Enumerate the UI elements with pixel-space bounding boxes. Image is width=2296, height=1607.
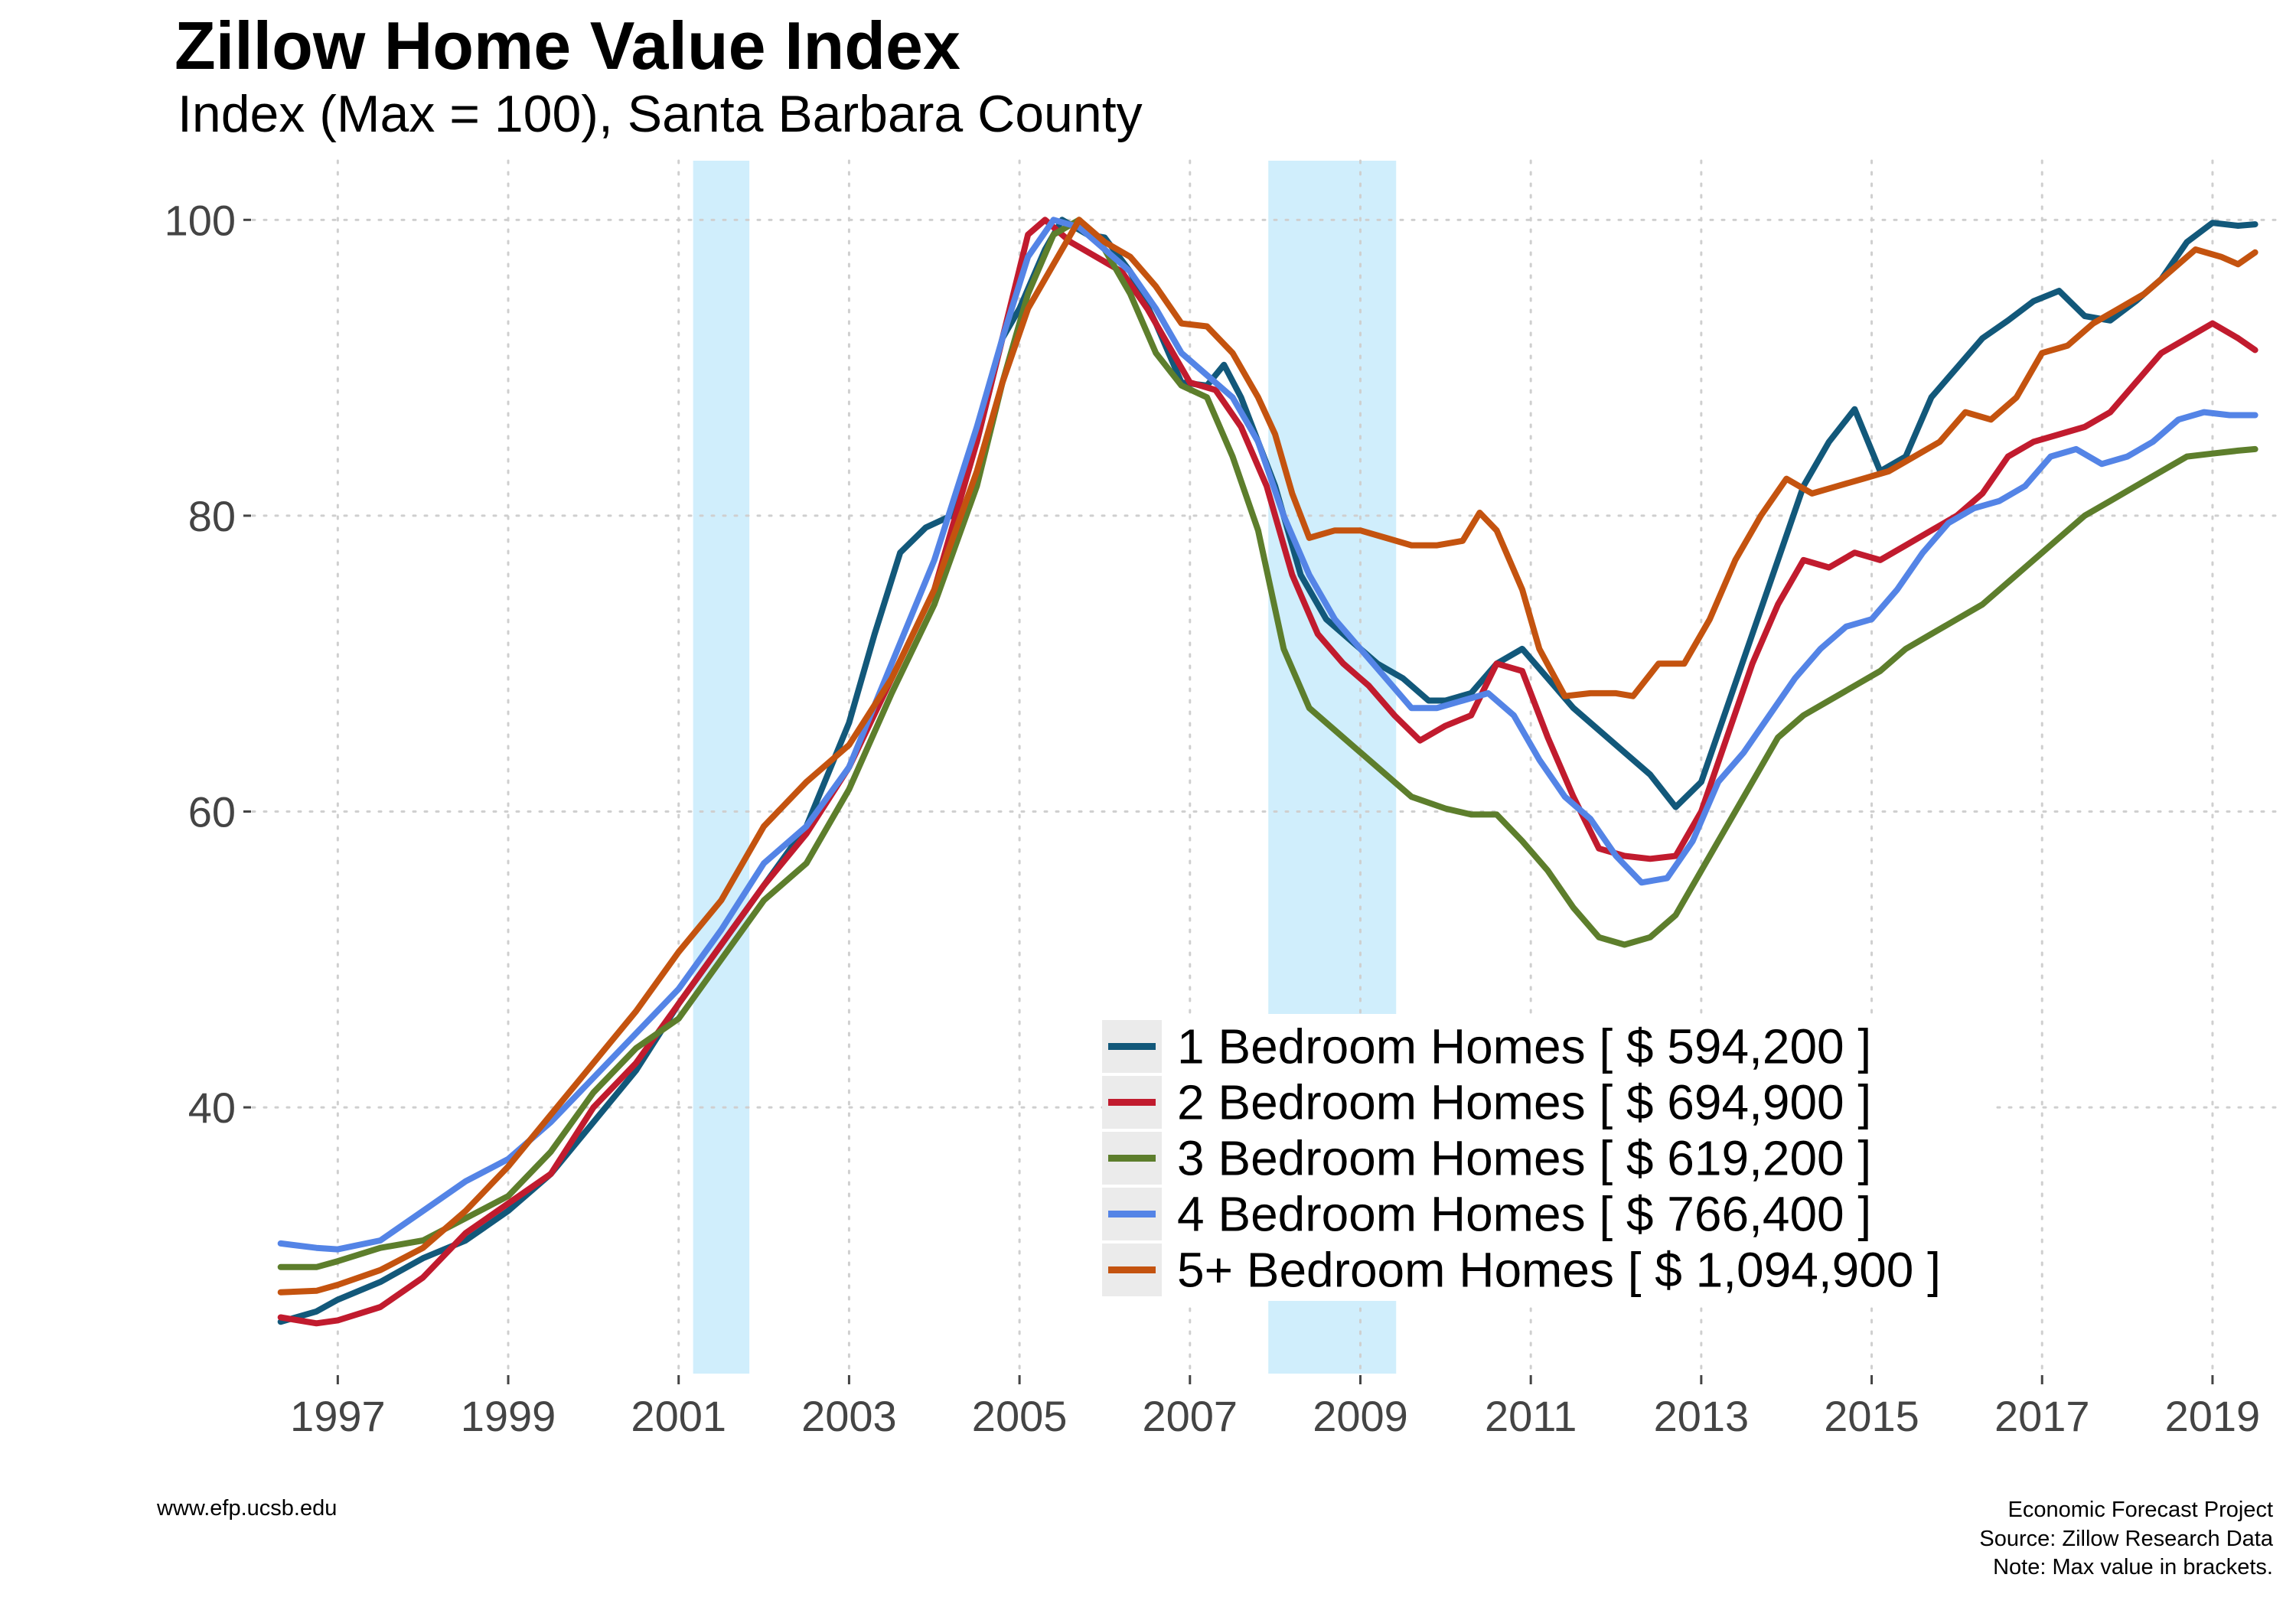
y-tick-label-80: 80 [188, 492, 236, 540]
recession-band-1 [693, 161, 750, 1374]
y-tick-label-100: 100 [165, 196, 236, 244]
chart-title: Zillow Home Value Index [174, 8, 960, 83]
series-line-5 [277, 217, 2258, 1296]
legend-background [1102, 1014, 1990, 1301]
series-line-2 [277, 217, 2258, 1327]
legend-label-3: 3 Bedroom Homes [ $ 619,200 ] [1177, 1131, 1871, 1186]
x-tick-label-2013: 2013 [1654, 1392, 1750, 1440]
y-axis: 40 60 80 100 [165, 196, 251, 1132]
x-tick-label-2017: 2017 [1994, 1392, 2090, 1440]
footer-line-2: Source: Zillow Research Data [1979, 1526, 2273, 1551]
footer-notes: Economic Forecast Project Source: Zillow… [1979, 1496, 2273, 1583]
series-lines [277, 217, 2258, 1327]
x-tick-label-2011: 2011 [1485, 1392, 1577, 1440]
x-axis: 1997 1999 2001 2003 2005 2007 2009 2011 2013 2015… [290, 1375, 2260, 1440]
x-tick-label-2019: 2019 [2165, 1392, 2261, 1440]
y-tick-label-40: 40 [188, 1084, 236, 1132]
legend-label-4: 4 Bedroom Homes [ $ 766,400 ] [1177, 1187, 1871, 1242]
x-tick-label-2001: 2001 [631, 1392, 726, 1440]
y-tick-label-60: 60 [188, 787, 236, 836]
x-tick-label-1997: 1997 [290, 1392, 386, 1440]
x-tick-label-1999: 1999 [461, 1392, 556, 1440]
x-tick-label-2005: 2005 [972, 1392, 1068, 1440]
legend-label-5: 5+ Bedroom Homes [ $ 1,094,900 ] [1177, 1243, 1941, 1298]
legend: 1 Bedroom Homes [ $ 594,200 ]2 Bedroom H… [1102, 1014, 1990, 1301]
footer-url: www.efp.ucsb.edu [157, 1496, 338, 1521]
chart-subtitle: Index (Max = 100), Santa Barbara County [178, 85, 1143, 143]
x-tick-label-2007: 2007 [1143, 1392, 1238, 1440]
x-tick-label-2009: 2009 [1313, 1392, 1408, 1440]
x-tick-label-2015: 2015 [1824, 1392, 1919, 1440]
x-tick-label-2003: 2003 [801, 1392, 897, 1440]
footer-line-1: Economic Forecast Project [2007, 1498, 2273, 1522]
series-line-3 [277, 217, 2258, 1270]
footer-line-3: Note: Max value in brackets. [1993, 1555, 2273, 1580]
legend-label-1: 1 Bedroom Homes [ $ 594,200 ] [1177, 1019, 1871, 1074]
series-line-4 [277, 217, 2258, 1253]
legend-label-2: 2 Bedroom Homes [ $ 694,900 ] [1177, 1075, 1871, 1130]
